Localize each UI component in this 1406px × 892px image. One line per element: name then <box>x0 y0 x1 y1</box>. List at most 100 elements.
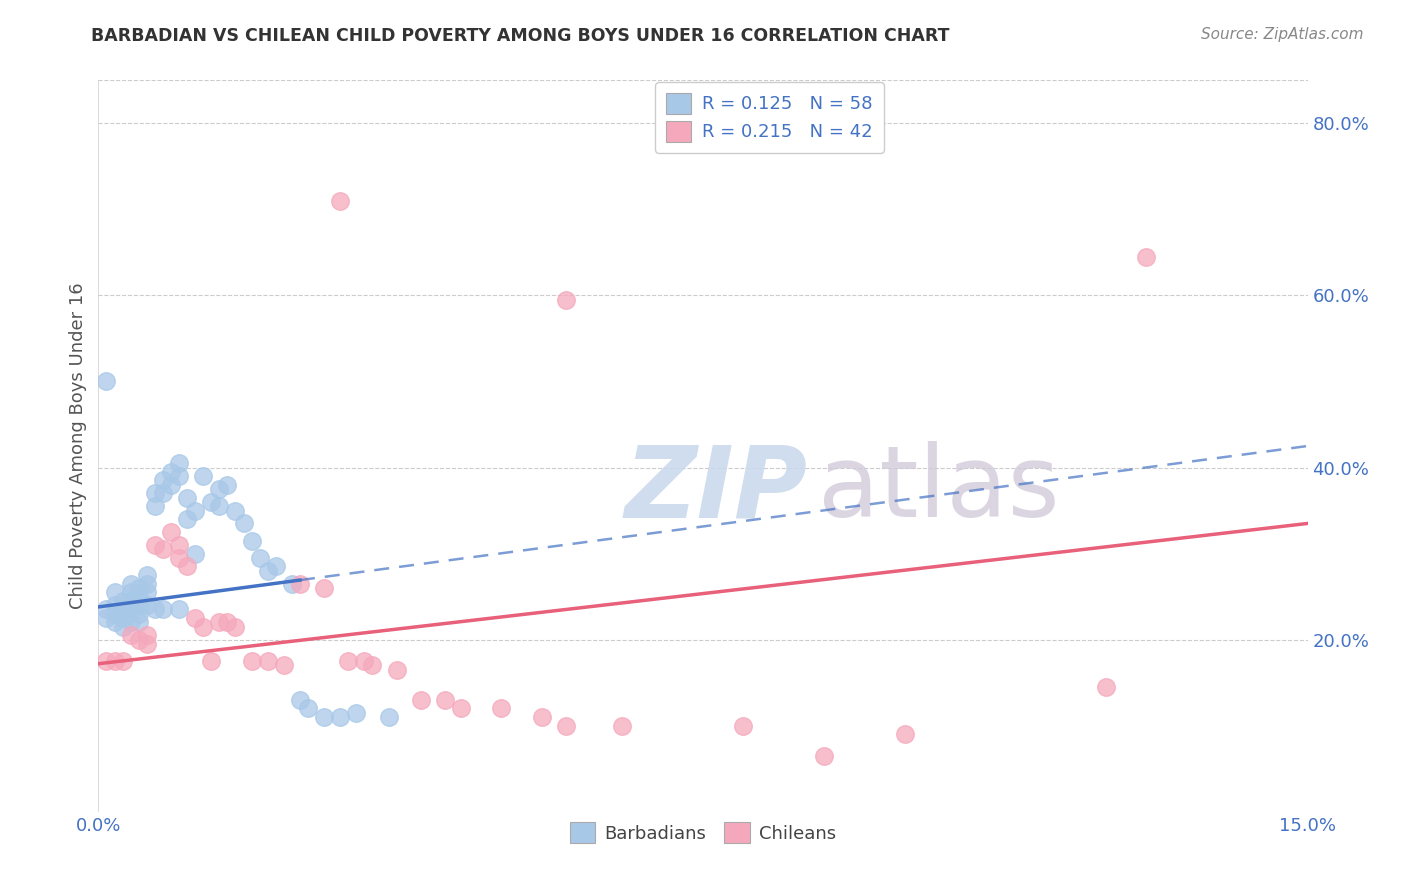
Point <box>184 503 207 517</box>
Point <box>143 538 166 552</box>
Point <box>176 512 198 526</box>
Point <box>167 456 190 470</box>
Point <box>103 607 125 621</box>
Point <box>128 598 150 612</box>
Point <box>337 654 360 668</box>
Point <box>314 710 336 724</box>
Point <box>167 538 190 552</box>
Point <box>193 469 215 483</box>
Point <box>135 568 157 582</box>
Point <box>128 581 150 595</box>
Point <box>96 602 118 616</box>
Point <box>217 615 239 630</box>
Point <box>160 477 183 491</box>
Point <box>143 486 166 500</box>
Point <box>176 559 198 574</box>
Point <box>167 469 190 483</box>
Point <box>111 654 134 668</box>
Point <box>120 594 142 608</box>
Point <box>409 693 432 707</box>
Point <box>184 611 207 625</box>
Point <box>240 654 263 668</box>
Point <box>1095 680 1118 694</box>
Point <box>385 663 408 677</box>
Point <box>135 628 157 642</box>
Point <box>217 477 239 491</box>
Point <box>120 585 142 599</box>
Point <box>160 524 183 539</box>
Point <box>555 293 578 307</box>
Point <box>434 693 457 707</box>
Point <box>733 719 755 733</box>
Legend: Barbadians, Chileans: Barbadians, Chileans <box>560 812 846 854</box>
Point <box>813 748 835 763</box>
Point <box>1135 250 1157 264</box>
Point <box>176 491 198 505</box>
Point <box>612 719 634 733</box>
Point <box>184 547 207 561</box>
Point <box>273 658 295 673</box>
Point <box>249 550 271 565</box>
Point <box>160 465 183 479</box>
Point <box>377 710 399 724</box>
Text: ZIP: ZIP <box>624 442 807 539</box>
Point <box>491 701 513 715</box>
Point <box>208 482 231 496</box>
Point <box>96 611 118 625</box>
Point <box>128 607 150 621</box>
Point <box>193 620 215 634</box>
Point <box>167 602 190 616</box>
Point <box>264 559 287 574</box>
Point <box>96 375 118 389</box>
Point <box>111 602 134 616</box>
Point <box>530 710 553 724</box>
Point <box>103 654 125 668</box>
Point <box>288 576 311 591</box>
Text: atlas: atlas <box>818 442 1060 539</box>
Point <box>143 602 166 616</box>
Point <box>103 615 125 630</box>
Text: BARBADIAN VS CHILEAN CHILD POVERTY AMONG BOYS UNDER 16 CORRELATION CHART: BARBADIAN VS CHILEAN CHILD POVERTY AMONG… <box>91 27 950 45</box>
Point <box>120 615 142 630</box>
Point <box>103 585 125 599</box>
Point <box>152 602 174 616</box>
Point <box>256 654 278 668</box>
Point <box>111 611 134 625</box>
Point <box>111 594 134 608</box>
Point <box>120 628 142 642</box>
Point <box>152 486 174 500</box>
Point <box>135 576 157 591</box>
Point <box>208 615 231 630</box>
Point <box>200 495 222 509</box>
Point <box>103 598 125 612</box>
Point <box>232 516 254 531</box>
Point <box>314 581 336 595</box>
Point <box>120 602 142 616</box>
Point <box>152 542 174 557</box>
Point <box>120 576 142 591</box>
Point <box>361 658 384 673</box>
Point <box>152 474 174 488</box>
Point <box>353 654 375 668</box>
Point <box>288 693 311 707</box>
Point <box>555 719 578 733</box>
Point <box>111 620 134 634</box>
Point <box>208 500 231 514</box>
Point <box>200 654 222 668</box>
Point <box>329 710 352 724</box>
Point <box>128 632 150 647</box>
Text: Source: ZipAtlas.com: Source: ZipAtlas.com <box>1201 27 1364 42</box>
Point <box>96 654 118 668</box>
Point <box>128 590 150 604</box>
Point <box>135 637 157 651</box>
Point <box>893 727 915 741</box>
Point <box>329 194 352 208</box>
Point <box>167 550 190 565</box>
Point <box>135 585 157 599</box>
Point <box>256 564 278 578</box>
Point <box>240 533 263 548</box>
Point <box>450 701 472 715</box>
Point <box>224 620 246 634</box>
Point <box>143 500 166 514</box>
Point <box>128 615 150 630</box>
